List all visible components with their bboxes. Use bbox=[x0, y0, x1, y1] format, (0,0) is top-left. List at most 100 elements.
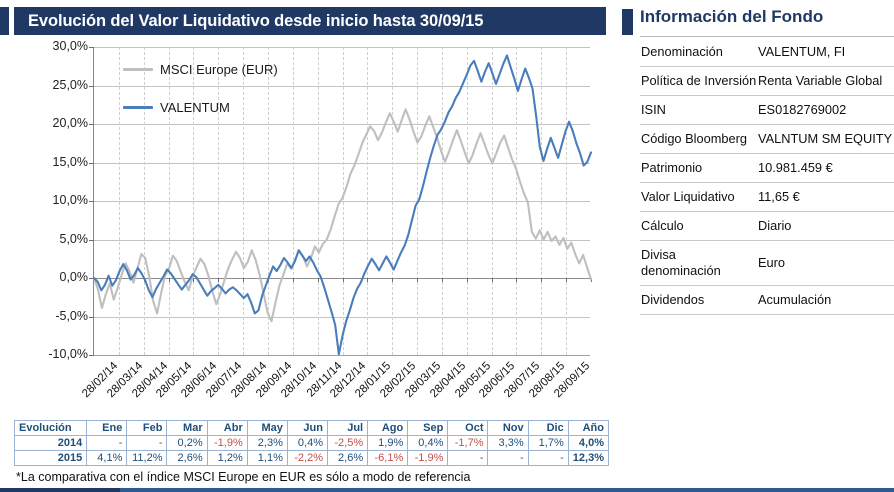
chart-series-layer bbox=[92, 54, 593, 356]
table-cell-monthly-return: -1,7% bbox=[447, 435, 489, 451]
fund-info-value: Acumulación bbox=[758, 292, 832, 307]
x-tick-mark bbox=[367, 278, 369, 282]
y-axis-tick-label: 15,0% bbox=[52, 154, 88, 169]
fund-info-row: Política de Inversión Renta Variable Glob… bbox=[640, 67, 894, 96]
gridline-v bbox=[466, 47, 468, 355]
fund-info-value: Diario bbox=[758, 218, 792, 233]
fund-info-label: Valor Liquidativo bbox=[641, 189, 735, 204]
x-tick-mark bbox=[292, 278, 294, 282]
fund-info-label: Cálculo bbox=[641, 218, 684, 233]
fund-info-label: Código Bloomberg bbox=[641, 131, 747, 146]
fund-info-list: Denominación VALENTUM, FI Política de Inve… bbox=[640, 38, 894, 315]
x-tick-mark bbox=[541, 278, 543, 282]
fund-info-row: Dividendos Acumulación bbox=[640, 286, 894, 315]
y-tick-mark bbox=[89, 124, 94, 125]
fund-info-label: Divisa denominación bbox=[641, 247, 721, 278]
table-cell-monthly-return: -2,5% bbox=[326, 435, 369, 451]
gridline-h bbox=[94, 201, 590, 202]
y-tick-mark bbox=[89, 47, 94, 48]
panel-accent-block bbox=[622, 9, 633, 35]
fund-info-row: Código Bloomberg VALNTUM SM EQUITY bbox=[640, 125, 894, 154]
x-tick-mark bbox=[193, 278, 195, 282]
series-line-msci-europe-eur bbox=[92, 108, 593, 323]
table-cell-monthly-return: 1,2% bbox=[206, 450, 248, 466]
table-cell-monthly-return: 2,6% bbox=[166, 450, 208, 466]
x-tick-mark bbox=[392, 278, 394, 282]
fund-info-value: Renta Variable Global bbox=[758, 73, 883, 88]
gridline-v bbox=[218, 47, 220, 355]
table-cell-monthly-return: 0,2% bbox=[166, 435, 208, 451]
y-tick-mark bbox=[89, 201, 94, 202]
table-cell-monthly-return: - bbox=[487, 450, 529, 466]
table-row: 2014- -0,2% -1,9% 2,3% 0,4% -2,5% 1,9% 0,4% -1,7… bbox=[13, 435, 610, 451]
y-tick-mark bbox=[89, 355, 94, 356]
fund-info-value: Euro bbox=[758, 255, 786, 270]
table-column-header: Dic bbox=[527, 420, 569, 436]
table-cell-monthly-return: 2,3% bbox=[246, 435, 288, 451]
y-axis-tick-label: 30,0% bbox=[52, 39, 88, 53]
x-tick-mark bbox=[566, 278, 568, 282]
legend-swatch-msci bbox=[123, 67, 153, 71]
fund-info-row: Patrimonio 10.981.459 € bbox=[640, 154, 894, 183]
table-cell-monthly-return: 11,2% bbox=[126, 450, 168, 466]
table-cell-monthly-return: 2,6% bbox=[326, 450, 369, 466]
table-column-header: Sep bbox=[407, 420, 449, 436]
fund-info-row: Denominación VALENTUM, FI bbox=[640, 38, 894, 67]
x-tick-mark bbox=[168, 278, 170, 282]
fund-info-label: Dividendos bbox=[641, 292, 705, 307]
gridline-h bbox=[94, 47, 590, 48]
table-cell-monthly-return: 0,4% bbox=[407, 435, 449, 451]
table-cell-monthly-return: - bbox=[126, 435, 168, 451]
gridline-v bbox=[342, 47, 344, 355]
table-column-header: Jul bbox=[326, 420, 369, 436]
fund-info-label: Política de Inversión bbox=[641, 73, 757, 88]
table-cell-monthly-return: 1,1% bbox=[246, 450, 288, 466]
performance-chart: 30,0% 25,0% 20,0% 15,0% 10,0% 5,0% 0,0% -5,0% -1… bbox=[0, 39, 620, 415]
gridline-v bbox=[267, 47, 269, 355]
y-axis-tick-label: 0,0% bbox=[59, 270, 89, 284]
title-accent-block bbox=[0, 7, 9, 35]
table-column-header: Nov bbox=[487, 420, 529, 436]
fund-info-label: ISIN bbox=[641, 102, 666, 117]
y-tick-mark bbox=[89, 85, 94, 87]
table-cell-monthly-return: - bbox=[86, 435, 128, 451]
fund-info-row: ISIN ES0182769002 bbox=[640, 96, 894, 125]
gridline-v bbox=[367, 47, 369, 355]
gridline-v bbox=[516, 47, 518, 355]
gridline-v bbox=[317, 47, 319, 355]
x-tick-mark bbox=[466, 278, 468, 282]
x-tick-mark bbox=[441, 278, 443, 282]
table-cell-monthly-return: -1,9% bbox=[206, 435, 248, 451]
page-title: Evolución del Valor Liquidativo desde in… bbox=[14, 7, 606, 35]
x-tick-mark bbox=[342, 278, 344, 282]
fund-info-panel: Información del Fondo Denominación VALENT… bbox=[620, 0, 894, 492]
fund-info-value: ES0182769002 bbox=[758, 102, 847, 117]
table-row: 2015 4,1% 11,2% 2,6% 1,2% 1,1% -2,2% 2,6% -6,1% -… bbox=[13, 450, 610, 466]
y-axis-tick-label: 20,0% bbox=[52, 116, 88, 130]
y-tick-mark bbox=[89, 278, 94, 279]
fund-info-row: Valor Liquidativo 11,65 € bbox=[640, 183, 894, 212]
table-cell-monthly-return: - bbox=[447, 450, 489, 466]
x-tick-mark bbox=[516, 278, 518, 282]
legend-label-msci: MSCI Europe (EUR) bbox=[160, 61, 278, 77]
fund-info-label: Patrimonio bbox=[641, 160, 703, 175]
legend-swatch-valentum bbox=[123, 105, 153, 109]
table-cell-monthly-return: 1,9% bbox=[367, 435, 409, 451]
table-column-header: Oct bbox=[447, 420, 489, 436]
table-cell-monthly-return: -6,1% bbox=[367, 450, 409, 466]
table-cell-monthly-return: -2,2% bbox=[286, 450, 328, 466]
panel-title-divider bbox=[640, 36, 894, 37]
x-tick-mark bbox=[417, 278, 419, 282]
chart-plot-area bbox=[89, 47, 593, 356]
x-tick-mark bbox=[491, 278, 493, 282]
table-column-header: Evolución bbox=[13, 420, 88, 436]
table-cell-year: 2014 bbox=[13, 435, 88, 451]
gridline-h bbox=[94, 355, 590, 356]
gridline-h bbox=[94, 239, 590, 241]
table-column-header: Ago bbox=[367, 420, 409, 436]
chart-footnote: *La comparativa con el índice MSCI Europ… bbox=[16, 470, 471, 484]
table-column-header: Abr bbox=[206, 420, 248, 436]
table-column-header: Ene bbox=[86, 420, 128, 436]
gridline-h bbox=[94, 316, 590, 318]
